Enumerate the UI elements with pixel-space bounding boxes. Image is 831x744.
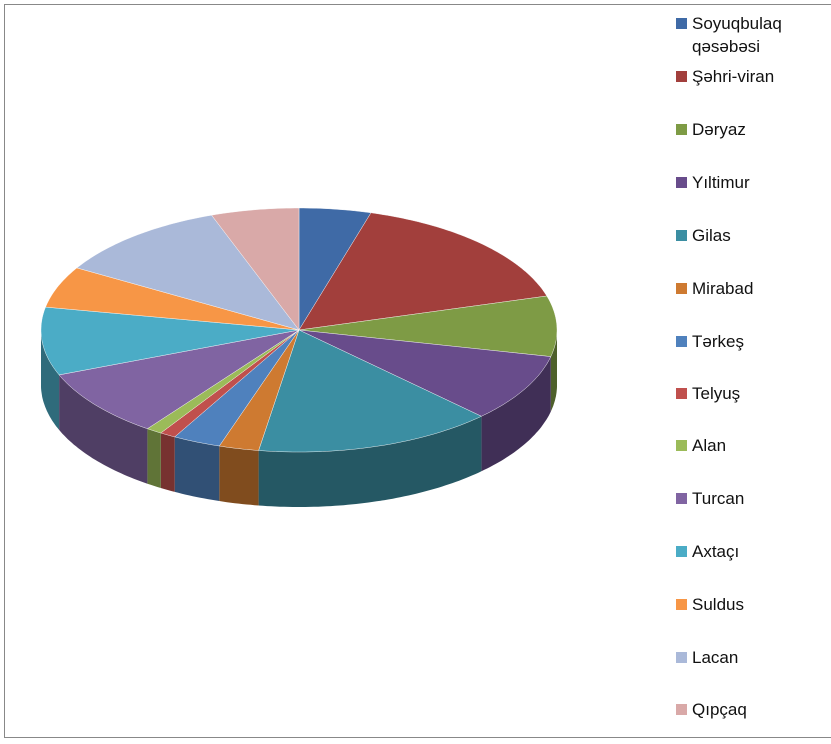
- legend-label: Yıltimur: [692, 173, 750, 192]
- legend-label: Dəryaz: [692, 120, 746, 139]
- legend-label: Gilas: [692, 226, 731, 245]
- legend-label: Alan: [692, 436, 727, 455]
- slice-side: [59, 374, 148, 484]
- legend-entry: Gilas: [676, 224, 786, 247]
- slice: [258, 329, 482, 453]
- legend-entry: Dəryaz: [676, 118, 786, 141]
- slice-side: [481, 356, 551, 472]
- slice-side: [41, 330, 60, 430]
- legend-label: Telyuş: [692, 384, 741, 403]
- legend-swatch: [676, 71, 687, 82]
- legend-swatch: [676, 18, 687, 29]
- slice: [298, 212, 548, 331]
- slice: [298, 207, 372, 331]
- slice: [211, 207, 300, 331]
- legend-swatch: [676, 546, 687, 557]
- slice: [174, 329, 300, 447]
- slice: [218, 329, 300, 451]
- slice-side: [160, 433, 175, 492]
- slice: [298, 329, 552, 417]
- slice-side: [219, 446, 259, 506]
- legend-swatch: [676, 599, 687, 610]
- legend-label: Tərkeş: [692, 332, 744, 351]
- slice-side: [258, 416, 482, 507]
- legend-swatch: [676, 388, 687, 399]
- legend-label: Soyuqbulaq qəsəbəsi: [692, 14, 782, 56]
- legend-swatch: [676, 177, 687, 188]
- legend-label: Lacan: [692, 648, 739, 667]
- legend-entry: Soyuqbulaq qəsəbəsi: [676, 12, 786, 58]
- legend-entry: Şəhri-viran: [676, 65, 786, 88]
- chart: [40, 207, 558, 507]
- slice-side: [174, 436, 220, 501]
- legend-label: Şəhri-viran: [692, 67, 775, 86]
- legend-label: Turcan: [692, 489, 745, 508]
- legend-entry: Lacan: [676, 646, 786, 669]
- chart-frame: [4, 4, 831, 738]
- slice: [40, 306, 300, 376]
- legend-swatch: [676, 230, 687, 241]
- slice-side: [550, 330, 557, 412]
- legend-swatch: [676, 493, 687, 504]
- legend-swatch: [676, 440, 687, 451]
- legend-swatch: [676, 704, 687, 715]
- slice-side: [147, 428, 161, 488]
- legend-swatch: [676, 124, 687, 135]
- legend-entry: Mirabad: [676, 277, 786, 300]
- slice: [58, 329, 300, 429]
- legend-label: Axtaçı: [692, 542, 740, 561]
- slice: [298, 295, 558, 357]
- legend-label: Suldus: [692, 595, 744, 614]
- legend-label: Mirabad: [692, 279, 754, 298]
- legend-swatch: [676, 283, 687, 294]
- legend-entry: Qıpçaq: [676, 698, 786, 721]
- slice: [76, 214, 300, 331]
- legend-entry: Turcan: [676, 487, 786, 510]
- legend-entry: Telyuş: [676, 382, 786, 405]
- legend-entry: Tərkeş: [676, 330, 786, 353]
- legend-entry: Axtaçı: [676, 540, 786, 563]
- legend-entry: Suldus: [676, 593, 786, 616]
- legend-label: Qıpçaq: [692, 700, 747, 719]
- slice: [45, 267, 300, 331]
- legend-swatch: [676, 336, 687, 347]
- legend-entry: Alan: [676, 434, 786, 457]
- legend-swatch: [676, 652, 687, 663]
- legend-entry: Yıltimur: [676, 171, 786, 194]
